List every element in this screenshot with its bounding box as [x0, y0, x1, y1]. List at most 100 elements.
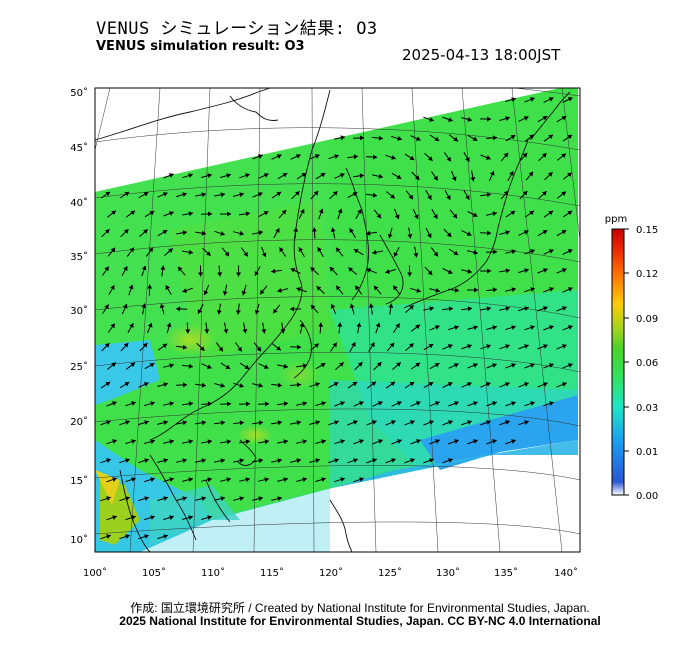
wind-arrow-head	[388, 303, 394, 308]
wind-arrow-head	[104, 229, 110, 234]
wind-arrow-head	[106, 534, 111, 539]
wind-arrow-head	[188, 363, 193, 369]
wind-arrow-head	[130, 362, 135, 368]
wind-arrow-head	[359, 173, 364, 179]
wind-arrow-head	[397, 439, 402, 444]
wind-arrow-head	[237, 346, 242, 352]
lon-label: 120˚	[319, 567, 343, 579]
wind-arrow-head	[176, 306, 181, 312]
wind-arrow-head	[467, 420, 472, 425]
lon-label: 110˚	[201, 567, 225, 579]
wind-arrow-head	[264, 439, 269, 445]
wind-arrow-head	[567, 97, 573, 102]
wind-arrow-head	[448, 117, 453, 122]
wind-arrow-head	[372, 192, 377, 198]
wind-arrow-head	[223, 329, 229, 334]
wind-arrow-head	[524, 268, 529, 273]
wind-arrow-head	[277, 458, 282, 464]
wind-arrow-head	[188, 515, 193, 520]
wind-arrow-head	[131, 439, 136, 444]
wind-arrow-head	[416, 288, 421, 293]
wind-arrow-head	[492, 325, 497, 330]
wind-arrow-head	[241, 290, 247, 296]
wind-arrow-head	[353, 249, 359, 254]
lat-label: 45˚	[70, 142, 88, 154]
wind-arrow-head	[428, 156, 433, 161]
wind-arrow-head	[396, 401, 402, 406]
wind-arrow-head	[208, 211, 213, 217]
wind-arrow-head	[245, 211, 250, 217]
wind-arrow-head	[549, 363, 554, 368]
wind-arrow-head	[296, 458, 301, 464]
wind-arrow-head	[312, 227, 317, 232]
wind-arrow-head	[168, 248, 173, 253]
wind-arrow-head	[359, 135, 365, 141]
wind-arrow-head	[567, 249, 573, 254]
wind-arrow-head	[112, 401, 117, 406]
wind-arrow-head	[258, 192, 263, 197]
wind-arrow-head	[505, 420, 510, 425]
lat-label: 35˚	[70, 251, 88, 263]
wind-arrow-head	[542, 230, 548, 235]
wind-arrow-head	[293, 227, 299, 232]
wind-arrow-head	[396, 362, 401, 367]
wind-arrow-head	[169, 401, 174, 407]
lat-label: 25˚	[70, 361, 88, 373]
wind-arrow-head	[509, 171, 514, 176]
wind-arrow-head	[131, 477, 136, 482]
wind-arrow-head	[246, 401, 251, 407]
wind-arrow-head	[433, 175, 438, 181]
wind-arrow-head	[427, 194, 432, 200]
wind-arrow-head	[239, 383, 244, 388]
wind-arrow-head	[104, 304, 109, 310]
wind-arrow-head	[258, 420, 263, 426]
wind-arrow-head	[130, 210, 135, 216]
wind-arrow-head	[523, 116, 529, 121]
wind-arrow-head	[106, 458, 111, 463]
wind-arrow-head	[378, 135, 383, 141]
wind-arrow-head	[235, 310, 241, 315]
wind-arrow-head	[511, 249, 516, 255]
colorbar-tick: 0.06	[636, 358, 658, 369]
wind-arrow-head	[125, 420, 130, 425]
wind-arrow-head	[302, 477, 307, 482]
wind-arrow-head	[568, 325, 573, 330]
wind-arrow-head	[505, 116, 510, 121]
wind-arrow-head	[410, 458, 415, 463]
wind-arrow-head	[276, 154, 282, 159]
wind-arrow-head	[530, 287, 535, 292]
wind-arrow-head	[245, 173, 250, 178]
wind-arrow-head	[446, 232, 452, 237]
wind-arrow-head	[207, 515, 212, 520]
wind-arrow-head	[283, 363, 288, 369]
wind-arrow-head	[310, 304, 316, 310]
wind-arrow-head	[548, 97, 554, 102]
lat-label: 40˚	[70, 197, 88, 209]
wind-arrow-head	[473, 249, 478, 255]
wind-arrow-head	[188, 477, 193, 482]
wind-arrow-head	[123, 342, 129, 348]
wind-arrow-head	[123, 229, 129, 234]
wind-arrow-head	[337, 322, 343, 327]
wind-arrow-head	[188, 173, 193, 178]
wind-arrow-head	[112, 439, 117, 444]
wind-arrow-head	[505, 230, 510, 235]
wind-arrow-head	[548, 134, 553, 140]
wind-arrow-head	[370, 342, 375, 348]
wind-arrow-head	[467, 344, 472, 349]
wind-arrow-head	[163, 382, 168, 387]
wind-arrow-head	[263, 173, 269, 178]
wind-arrow-head	[433, 214, 438, 219]
wind-arrow-head	[201, 420, 206, 426]
wind-arrow-head	[410, 420, 415, 425]
wind-arrow-head	[261, 252, 267, 258]
wind-arrow-head	[163, 420, 168, 425]
wind-arrow-head	[143, 192, 149, 197]
wind-arrow-head	[434, 363, 440, 368]
wind-arrow-head	[245, 439, 250, 445]
title-japanese: VENUS シミュレーション結果: O3	[96, 19, 378, 39]
wind-arrow-head	[409, 382, 415, 387]
wind-arrow-head	[416, 401, 421, 406]
wind-arrow-head	[505, 306, 510, 312]
wind-arrow-head	[302, 439, 307, 445]
